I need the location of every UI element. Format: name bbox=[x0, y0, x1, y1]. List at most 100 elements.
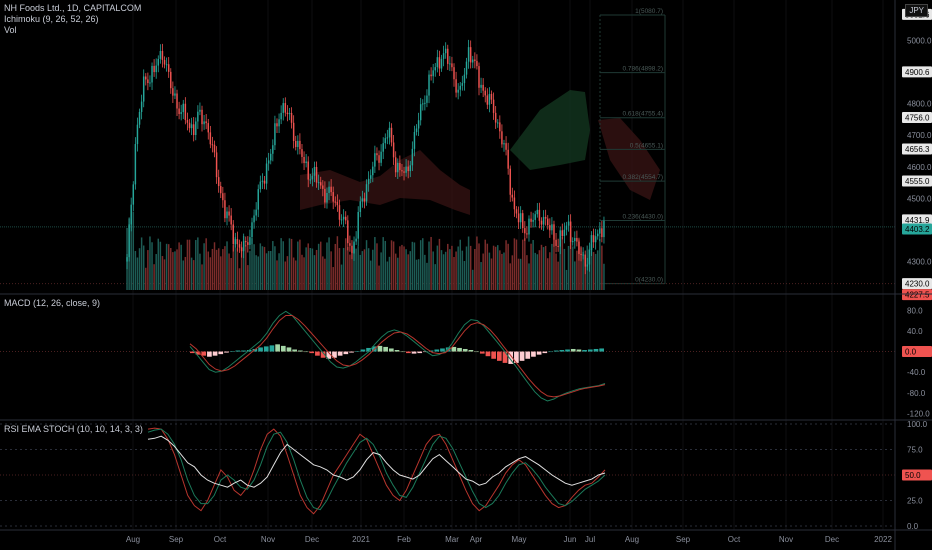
volume-bar-12 bbox=[151, 242, 153, 290]
macd-hist-70 bbox=[587, 349, 593, 352]
volume-bar-116 bbox=[367, 248, 370, 290]
x-tick-feb: Feb bbox=[397, 535, 411, 544]
macd-legend[interactable]: MACD (12, 26, close, 9) bbox=[4, 298, 100, 309]
candle-body-83 bbox=[299, 140, 301, 150]
x-tick-aug: Aug bbox=[625, 535, 639, 544]
candle-body-24 bbox=[176, 93, 178, 109]
candle-body-113 bbox=[361, 198, 364, 202]
candle-body-162 bbox=[463, 74, 466, 84]
volume-bar-228 bbox=[601, 245, 603, 290]
candle-body-148 bbox=[434, 67, 437, 71]
volume-bar-86 bbox=[305, 247, 307, 290]
volume-bar-131 bbox=[399, 246, 401, 290]
volume-bar-23 bbox=[174, 251, 176, 290]
volume-bar-182 bbox=[505, 240, 507, 290]
candle-body-156 bbox=[451, 63, 453, 68]
macd-hist-46 bbox=[451, 346, 457, 352]
candle-body-104 bbox=[342, 216, 345, 220]
candle-body-38 bbox=[205, 121, 207, 124]
candle-body-203 bbox=[549, 225, 551, 231]
candle-body-70 bbox=[272, 145, 274, 154]
volume-bar-94 bbox=[322, 256, 324, 290]
candle-body-204 bbox=[551, 224, 553, 231]
currency-badge[interactable]: JPY bbox=[905, 4, 928, 17]
volume-bar-196 bbox=[534, 252, 536, 290]
price-badge-5: 4431.9 bbox=[905, 216, 930, 225]
candle-body-119 bbox=[374, 153, 376, 167]
rsi-legend[interactable]: RSI EMA STOCH (10, 10, 14, 3, 3) bbox=[4, 424, 143, 435]
volume-bar-124 bbox=[384, 240, 387, 290]
volume-bar-36 bbox=[201, 264, 203, 290]
candle-body-65 bbox=[261, 180, 264, 182]
candle-body-122 bbox=[380, 151, 382, 163]
volume-bar-99 bbox=[332, 267, 334, 290]
ichimoku-legend[interactable]: Ichimoku (9, 26, 52, 26) bbox=[4, 14, 99, 24]
candle-body-151 bbox=[440, 58, 443, 69]
volume-bar-174 bbox=[488, 252, 491, 290]
macd-hist-5 bbox=[218, 351, 224, 355]
volume-bar-167 bbox=[474, 249, 476, 290]
volume-bar-17 bbox=[161, 256, 164, 290]
volume-bar-60 bbox=[251, 238, 253, 290]
volume-bar-195 bbox=[532, 240, 534, 290]
macd-hist-42 bbox=[428, 350, 434, 352]
volume-bar-45 bbox=[220, 256, 222, 290]
x-tick-jun: Jun bbox=[564, 535, 577, 544]
macd-hist-40 bbox=[417, 351, 423, 354]
volume-bar-212 bbox=[567, 245, 570, 290]
volume-bar-180 bbox=[501, 253, 503, 290]
volume-bar-15 bbox=[157, 238, 160, 290]
volume-bar-90 bbox=[313, 255, 316, 290]
volume-bar-113 bbox=[361, 251, 364, 290]
macd-hist-39 bbox=[411, 351, 417, 354]
macd-hist-60 bbox=[531, 351, 536, 357]
volume-bar-189 bbox=[519, 258, 522, 290]
candle-body-199 bbox=[540, 220, 543, 225]
volume-bar-118 bbox=[372, 249, 374, 290]
price-tick-0: 5000.0 bbox=[907, 36, 932, 45]
candle-body-129 bbox=[394, 157, 397, 173]
volume-bar-225 bbox=[594, 253, 597, 290]
candle-body-22 bbox=[172, 88, 174, 96]
volume-bar-155 bbox=[449, 249, 451, 290]
candle-body-60 bbox=[251, 222, 253, 238]
candle-body-97 bbox=[328, 186, 330, 193]
volume-legend[interactable]: Vol bbox=[4, 25, 17, 35]
time-axis[interactable]: Aug Sep Oct Nov Dec 2021 Feb Mar Apr May Jun Jul Aug… bbox=[126, 535, 893, 544]
volume-bar-47 bbox=[224, 246, 226, 290]
price-badge-3: 4656.3 bbox=[905, 145, 930, 154]
price-tick-4: 4600.0 bbox=[907, 163, 932, 172]
candle-body-219 bbox=[582, 254, 584, 256]
candle-body-1 bbox=[128, 224, 130, 258]
volume-bar-8 bbox=[142, 245, 145, 290]
candle-body-5 bbox=[136, 124, 139, 145]
candle-body-90 bbox=[313, 166, 316, 176]
candle-body-52 bbox=[234, 239, 237, 245]
candle-body-197 bbox=[536, 209, 539, 215]
candle-body-16 bbox=[159, 51, 162, 59]
macd-hist-36 bbox=[394, 350, 400, 352]
candle-body-143 bbox=[424, 102, 426, 104]
price-axis[interactable]: 5000.04900.04800.04700.04600.04500.04300… bbox=[902, 8, 932, 531]
symbol-title[interactable]: NH Foods Ltd., 1D, CAPITALCOM bbox=[4, 3, 142, 13]
price-badge-2: 4756.0 bbox=[905, 114, 930, 123]
macd-hist-64 bbox=[553, 350, 559, 352]
volume-bar-67 bbox=[265, 253, 268, 290]
macd-hist-71 bbox=[593, 348, 599, 352]
volume-bar-160 bbox=[459, 239, 461, 290]
volume-bar-206 bbox=[555, 253, 557, 290]
stoch-k-line bbox=[147, 427, 606, 515]
volume-bar-157 bbox=[453, 257, 455, 290]
volume-bar-163 bbox=[465, 246, 468, 290]
fib-label-3: 0.5(4655.1) bbox=[630, 142, 663, 149]
candle-body-225 bbox=[594, 236, 597, 243]
candle-body-140 bbox=[417, 120, 420, 129]
candle-body-188 bbox=[517, 213, 520, 223]
candle-body-214 bbox=[571, 241, 574, 243]
volume-bar-105 bbox=[344, 238, 347, 290]
volume-bar-227 bbox=[599, 239, 601, 290]
candle-body-181 bbox=[503, 143, 505, 145]
macd-hist-13 bbox=[263, 346, 269, 352]
